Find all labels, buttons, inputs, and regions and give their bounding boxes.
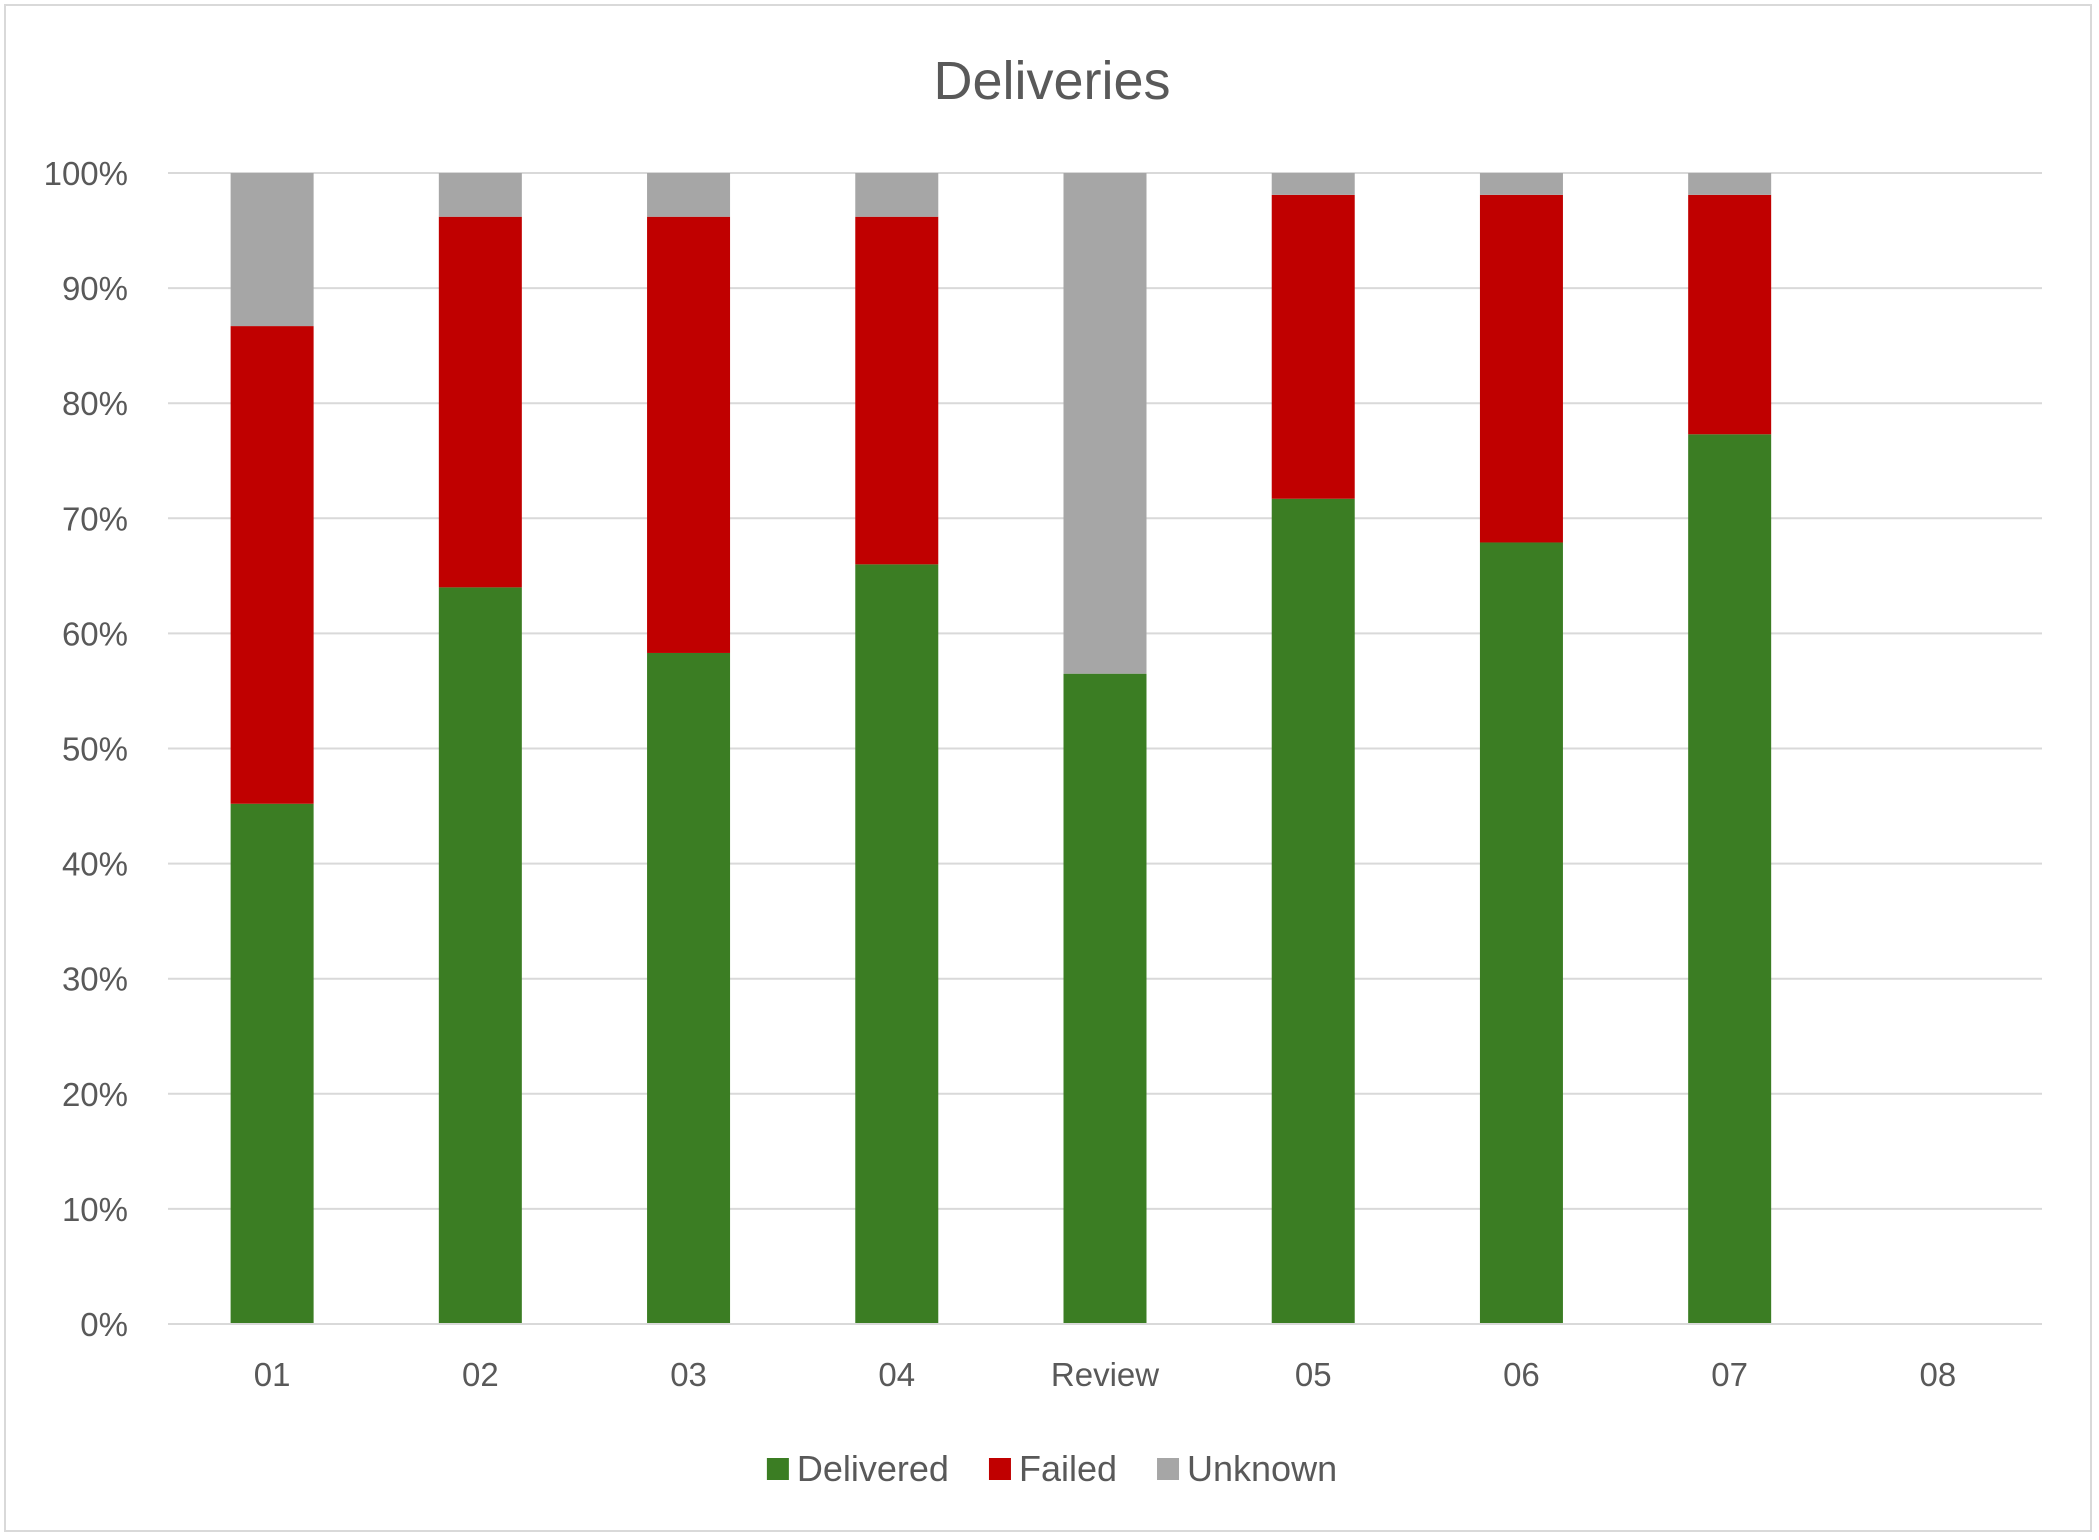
- y-tick-label: 90%: [62, 270, 128, 307]
- x-axis: 01 02 03 04 Review 05 06 07 08: [168, 1323, 2042, 1393]
- bar-failed-02: [438, 216, 522, 588]
- bar-failed-06: [1479, 194, 1563, 543]
- bar-unknown-04: [855, 173, 939, 217]
- bar-delivered-07: [1688, 434, 1772, 1325]
- bar-failed-01: [230, 326, 314, 804]
- y-tick-label: 70%: [62, 500, 128, 537]
- x-tick-label: 04: [878, 1356, 915, 1393]
- bar-failed-07: [1688, 194, 1772, 435]
- bar-unknown-03: [647, 173, 731, 217]
- x-tick-label: 06: [1503, 1356, 1540, 1393]
- chart-title: Deliveries: [933, 51, 1170, 111]
- bar-unknown-05: [1271, 173, 1355, 195]
- bar-delivered-04: [855, 564, 939, 1324]
- bar-unknown-07: [1688, 173, 1772, 195]
- x-tick-label: 07: [1711, 1356, 1748, 1393]
- bar-unknown-06: [1479, 173, 1563, 195]
- legend: Delivered Failed Unknown: [766, 1448, 1337, 1489]
- bar-delivered-03: [647, 652, 731, 1324]
- y-tick-label: 40%: [62, 846, 128, 883]
- y-tick-label: 100%: [44, 155, 128, 192]
- legend-swatch: [988, 1458, 1011, 1480]
- x-tick-label: 03: [670, 1356, 707, 1393]
- bar-unknown-review: [1063, 173, 1147, 674]
- bar-delivered-05: [1271, 498, 1355, 1324]
- x-tick-label: 01: [254, 1356, 291, 1393]
- x-tick-label: 02: [462, 1356, 499, 1393]
- bar-delivered-review: [1063, 673, 1147, 1324]
- bar-failed-04: [855, 216, 939, 565]
- legend-item-failed: Failed: [988, 1448, 1117, 1489]
- chart-area: Deliveries 0% 10% 20% 30% 40% 50% 60% 70% 80% 90%…: [4, 4, 2092, 1532]
- y-tick-label: 0%: [80, 1306, 128, 1343]
- bar-delivered-01: [230, 803, 314, 1324]
- legend-label: Failed: [1019, 1448, 1117, 1489]
- x-tick-label: 08: [1920, 1356, 1957, 1393]
- x-tick-label: Review: [1051, 1356, 1159, 1393]
- y-tick-label: 30%: [62, 961, 128, 998]
- legend-swatch: [766, 1458, 789, 1480]
- deliveries-chart: Deliveries 0% 10% 20% 30% 40% 50% 60% 70% 80% 90%…: [44, 51, 2042, 1489]
- y-tick-label: 10%: [62, 1191, 128, 1228]
- y-tick-label: 60%: [62, 615, 128, 652]
- legend-label: Delivered: [797, 1448, 949, 1489]
- bars: [230, 173, 1772, 1325]
- legend-item-unknown: Unknown: [1157, 1448, 1337, 1489]
- bar-failed-03: [647, 216, 731, 653]
- y-tick-label: 80%: [62, 385, 128, 422]
- bar-unknown-01: [230, 173, 314, 327]
- bar-delivered-02: [438, 587, 522, 1324]
- y-tick-label: 50%: [62, 731, 128, 768]
- legend-swatch: [1157, 1458, 1180, 1480]
- legend-label: Unknown: [1187, 1448, 1337, 1489]
- bar-unknown-02: [438, 173, 522, 217]
- y-tick-label: 20%: [62, 1076, 128, 1113]
- legend-item-delivered: Delivered: [766, 1448, 949, 1489]
- y-axis: 0% 10% 20% 30% 40% 50% 60% 70% 80% 90% 100%: [44, 155, 128, 1343]
- bar-delivered-06: [1479, 542, 1563, 1324]
- x-tick-label: 05: [1295, 1356, 1332, 1393]
- bar-failed-05: [1271, 194, 1355, 499]
